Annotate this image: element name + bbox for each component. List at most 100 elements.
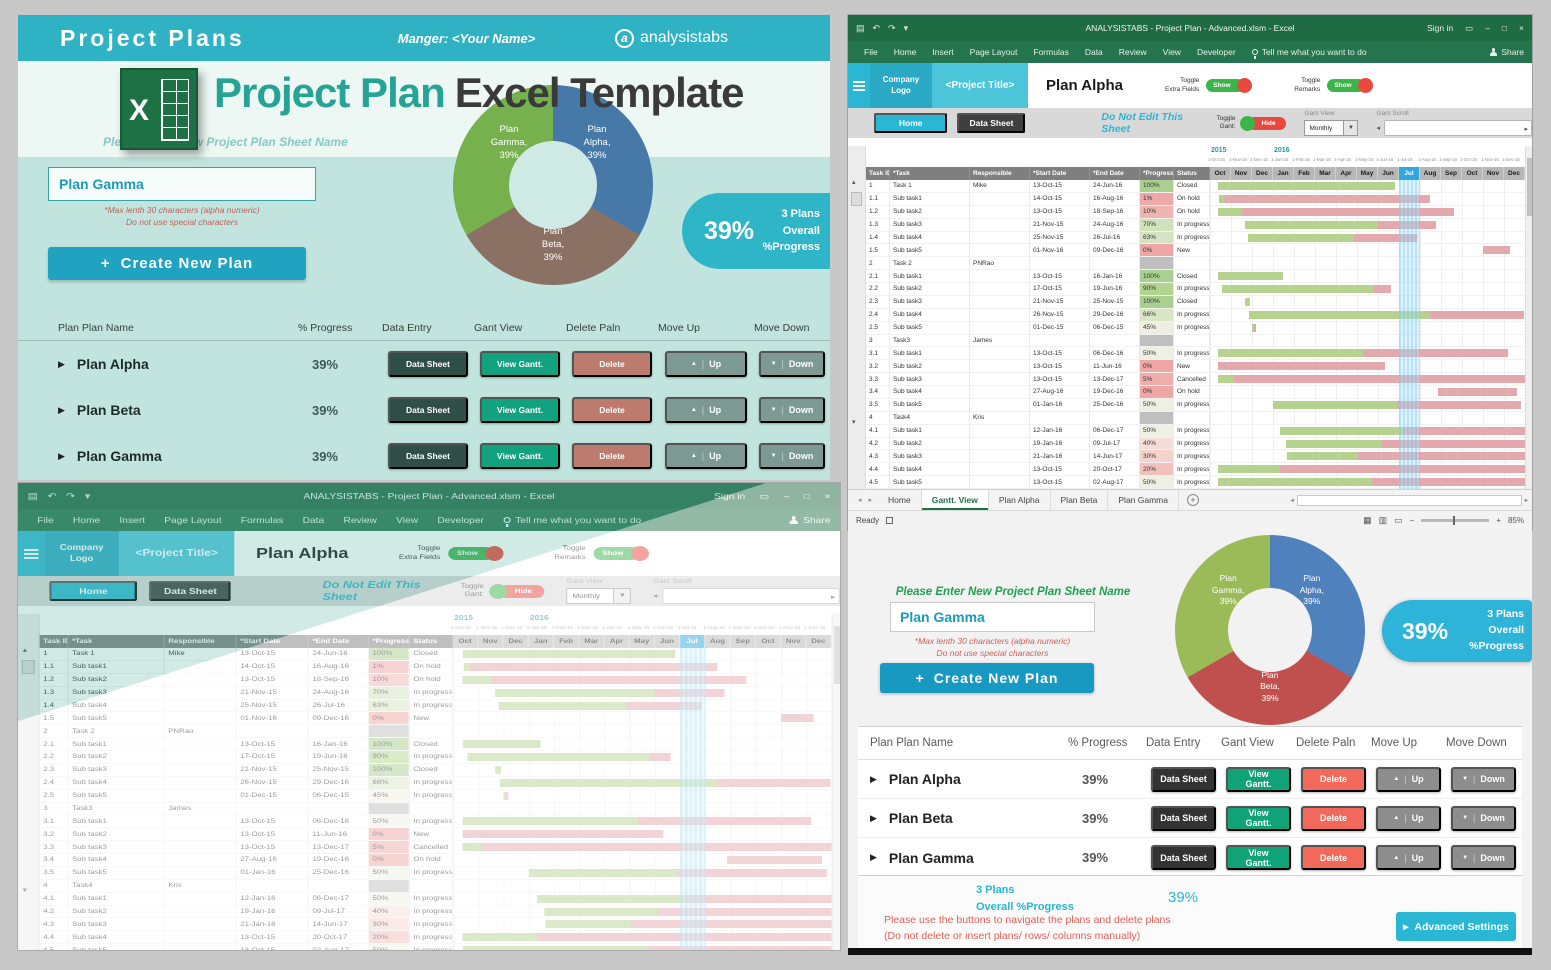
menu-item-insert[interactable]: Insert xyxy=(119,515,145,525)
data-sheet-button[interactable]: Data Sheet xyxy=(1151,845,1216,870)
scroll-down-icon[interactable]: ▾ xyxy=(22,887,28,894)
scroll-up-icon[interactable]: ▴ xyxy=(22,647,28,654)
menu-item-formulas[interactable]: Formulas xyxy=(240,515,284,525)
scroll-right-icon[interactable]: ▸ xyxy=(1524,126,1528,133)
sheet-tab-home[interactable]: Home xyxy=(878,490,922,510)
menu-item-data[interactable]: Data xyxy=(1084,47,1103,57)
task-row[interactable]: 2.5 Sub task5 01-Dec-15 06-Dec-15 45% In prog… xyxy=(39,789,840,803)
minimize-icon[interactable]: – xyxy=(783,491,790,501)
scroll-right-icon[interactable]: ▸ xyxy=(1524,497,1528,504)
task-row[interactable]: 3.5 Sub task5 01-Jan-16 25-Dec-16 50% In prog… xyxy=(866,398,1532,412)
scroll-left-icon[interactable]: ◂ xyxy=(1376,125,1380,132)
expand-arrow-icon[interactable]: ▶ xyxy=(58,404,65,415)
vertical-scrollbar[interactable] xyxy=(1525,146,1532,489)
menu-item-view[interactable]: View xyxy=(396,515,419,525)
move-down-button[interactable]: ▼ | Down xyxy=(759,443,825,469)
task-row[interactable]: 2.4 Sub task4 26-Nov-15 29-Dec-16 66% In prog… xyxy=(39,776,840,790)
view-gantt-button[interactable]: View Gantt. xyxy=(480,443,560,469)
view-gantt-button[interactable]: View Gantt. xyxy=(480,351,560,377)
sheet-tab-plan-gamma[interactable]: Plan Gamma xyxy=(1108,490,1179,510)
task-row[interactable]: 3.3 Sub task3 13-Oct-15 13-Dec-17 5% Cancelle… xyxy=(39,841,840,854)
zoom-slider[interactable] xyxy=(1421,516,1490,525)
task-row[interactable]: 3.4 Sub task4 27-Aug-16 19-Dec-16 0% On hold xyxy=(866,386,1532,399)
create-new-plan-button[interactable]: + Create New Plan xyxy=(48,247,306,280)
scroll-right-icon[interactable]: ▸ xyxy=(830,594,836,601)
task-row[interactable]: 3.2 Sub task2 13-Oct-15 11-Jun-16 0% New xyxy=(39,828,840,842)
task-row[interactable]: 2.4 Sub task4 26-Nov-15 29-Dec-16 66% In prog… xyxy=(866,308,1532,322)
toggle-remarks-switch[interactable]: Show xyxy=(594,546,650,561)
task-row[interactable]: 3 Task3 James xyxy=(39,802,840,816)
task-row[interactable]: 1.3 Sub task3 21-Nov-15 24-Aug-16 70% In prog… xyxy=(866,218,1532,232)
task-row[interactable]: 2.5 Sub task5 01-Dec-15 06-Dec-15 45% In prog… xyxy=(866,321,1532,335)
scroll-left-icon[interactable]: ◂ xyxy=(653,593,658,600)
save-icon[interactable]: ▤ xyxy=(27,490,38,501)
move-up-button[interactable]: ▲ | Up xyxy=(664,397,748,423)
delete-button[interactable]: Delete xyxy=(1301,766,1366,792)
task-row[interactable]: 4.4 Sub task4 13-Oct-15 20-Oct-17 20% In prog… xyxy=(39,931,840,945)
task-row[interactable]: 2.3 Sub task3 21-Nov-15 25-Nov-15 100% Closed xyxy=(866,295,1532,309)
macro-record-icon[interactable] xyxy=(886,517,894,524)
customize-quick-access-icon[interactable]: ▾ xyxy=(84,490,91,501)
task-row[interactable]: 2.2 Sub task2 17-Oct-15 19-Jun-16 90% In prog… xyxy=(866,283,1532,296)
menu-item-review[interactable]: Review xyxy=(343,515,377,525)
task-row[interactable]: 3.4 Sub task4 27-Aug-16 19-Dec-16 0% On hold xyxy=(39,854,840,867)
task-row[interactable]: 4.1 Sub task1 12-Jan-16 06-Dec-17 50% In prog… xyxy=(39,892,840,906)
menu-item-home[interactable]: Home xyxy=(893,47,917,57)
save-icon[interactable]: ▤ xyxy=(856,22,865,33)
horizontal-scroll-track[interactable] xyxy=(1296,494,1522,506)
toggle-remarks-switch[interactable]: Show xyxy=(1327,78,1374,93)
delete-button[interactable]: Delete xyxy=(1301,805,1366,831)
sign-in-button[interactable]: Sign in xyxy=(713,491,746,501)
move-up-button[interactable]: ▲ | Up xyxy=(664,351,748,377)
delete-button[interactable]: Delete xyxy=(572,443,652,469)
tell-me-box[interactable]: Tell me what you want to do xyxy=(1251,47,1367,59)
scroll-thumb[interactable] xyxy=(851,192,862,206)
task-row[interactable]: 1 Task 1 Mike 13-Oct-15 24-Jun-16 100% Closed xyxy=(39,648,840,661)
plan-name-input[interactable] xyxy=(890,602,1095,632)
task-row[interactable]: 2.3 Sub task3 21-Nov-15 25-Nov-15 100% Closed xyxy=(39,763,840,777)
task-row[interactable]: 1.1 Sub task1 14-Oct-15 16-Aug-16 1% On hold xyxy=(866,192,1532,206)
task-row[interactable]: 2.2 Sub task2 17-Oct-15 19-Jun-16 90% In prog… xyxy=(39,751,840,764)
expand-arrow-icon[interactable]: ▶ xyxy=(58,450,65,461)
menu-item-file[interactable]: File xyxy=(37,515,54,525)
vertical-scroll-thumb[interactable] xyxy=(834,626,840,684)
menu-item-data[interactable]: Data xyxy=(302,515,325,525)
minimize-icon[interactable]: – xyxy=(1485,23,1490,33)
undo-icon[interactable]: ↶ xyxy=(872,22,881,33)
vertical-scroll-rail[interactable]: ▴ ▾ xyxy=(18,614,40,950)
task-row[interactable]: 4.2 Sub task2 19-Jan-16 09-Jul-17 40% In prog… xyxy=(39,905,840,919)
delete-button[interactable]: Delete xyxy=(1301,845,1366,870)
task-row[interactable]: 1.2 Sub task2 13-Oct-15 18-Sep-16 10% On hold xyxy=(39,673,840,687)
plan-name-input[interactable] xyxy=(48,167,316,201)
advanced-settings-button[interactable]: ▸ Advanced Settings xyxy=(1396,912,1516,941)
normal-view-icon[interactable]: ▦ xyxy=(1363,515,1372,525)
redo-icon[interactable]: ↷ xyxy=(888,22,896,33)
menu-item-developer[interactable]: Developer xyxy=(437,515,484,525)
task-row[interactable]: 2.1 Sub task1 13-Oct-15 16-Jan-16 100% Closed xyxy=(866,270,1532,283)
task-row[interactable]: 4.3 Sub task3 21-Jan-16 14-Jun-17 30% In prog… xyxy=(39,918,840,932)
task-row[interactable]: 4 Task4 Kris xyxy=(866,411,1532,425)
undo-icon[interactable]: ↶ xyxy=(47,490,57,501)
expand-arrow-icon[interactable]: ▶ xyxy=(58,358,65,369)
task-row[interactable]: 4.2 Sub task2 19-Jan-16 09-Jul-17 40% In prog… xyxy=(866,437,1532,451)
move-down-button[interactable]: ▼ | Down xyxy=(1451,805,1516,831)
task-row[interactable]: 2 Task 2 PNRao xyxy=(866,257,1532,271)
toggle-gant-switch[interactable]: Hide xyxy=(489,583,545,599)
task-row[interactable]: 1.5 Sub task5 01-Nov-16 09-Dec-16 0% New xyxy=(39,712,840,726)
zoom-out-icon[interactable]: − xyxy=(1409,516,1415,525)
toggle-extra-fields-switch[interactable]: Show xyxy=(1206,78,1253,93)
gant-scrollbar[interactable]: ◂ ▸ xyxy=(653,588,840,604)
task-row[interactable]: 3.1 Sub task1 13-Oct-15 06-Dec-16 50% In prog… xyxy=(866,347,1532,361)
gant-scrollbar-track[interactable]: ▸ xyxy=(1384,120,1532,136)
menu-item-page-layout[interactable]: Page Layout xyxy=(969,47,1018,57)
zoom-in-icon[interactable]: + xyxy=(1496,516,1501,525)
task-row[interactable]: 2.1 Sub task1 13-Oct-15 16-Jan-16 100% Closed xyxy=(39,738,840,751)
move-down-button[interactable]: ▼ | Down xyxy=(1451,845,1516,870)
delete-button[interactable]: Delete xyxy=(572,397,652,423)
task-row[interactable]: 4.4 Sub task4 13-Oct-15 20-Oct-17 20% In prog… xyxy=(866,463,1532,477)
sign-in-button[interactable]: Sign in xyxy=(1427,23,1454,33)
customize-quick-access-icon[interactable]: ▾ xyxy=(903,22,909,33)
move-up-button[interactable]: ▲ | Up xyxy=(1376,766,1441,792)
task-row[interactable]: 3.2 Sub task2 13-Oct-15 11-Jun-16 0% New xyxy=(866,360,1532,374)
menu-item-review[interactable]: Review xyxy=(1118,47,1147,57)
